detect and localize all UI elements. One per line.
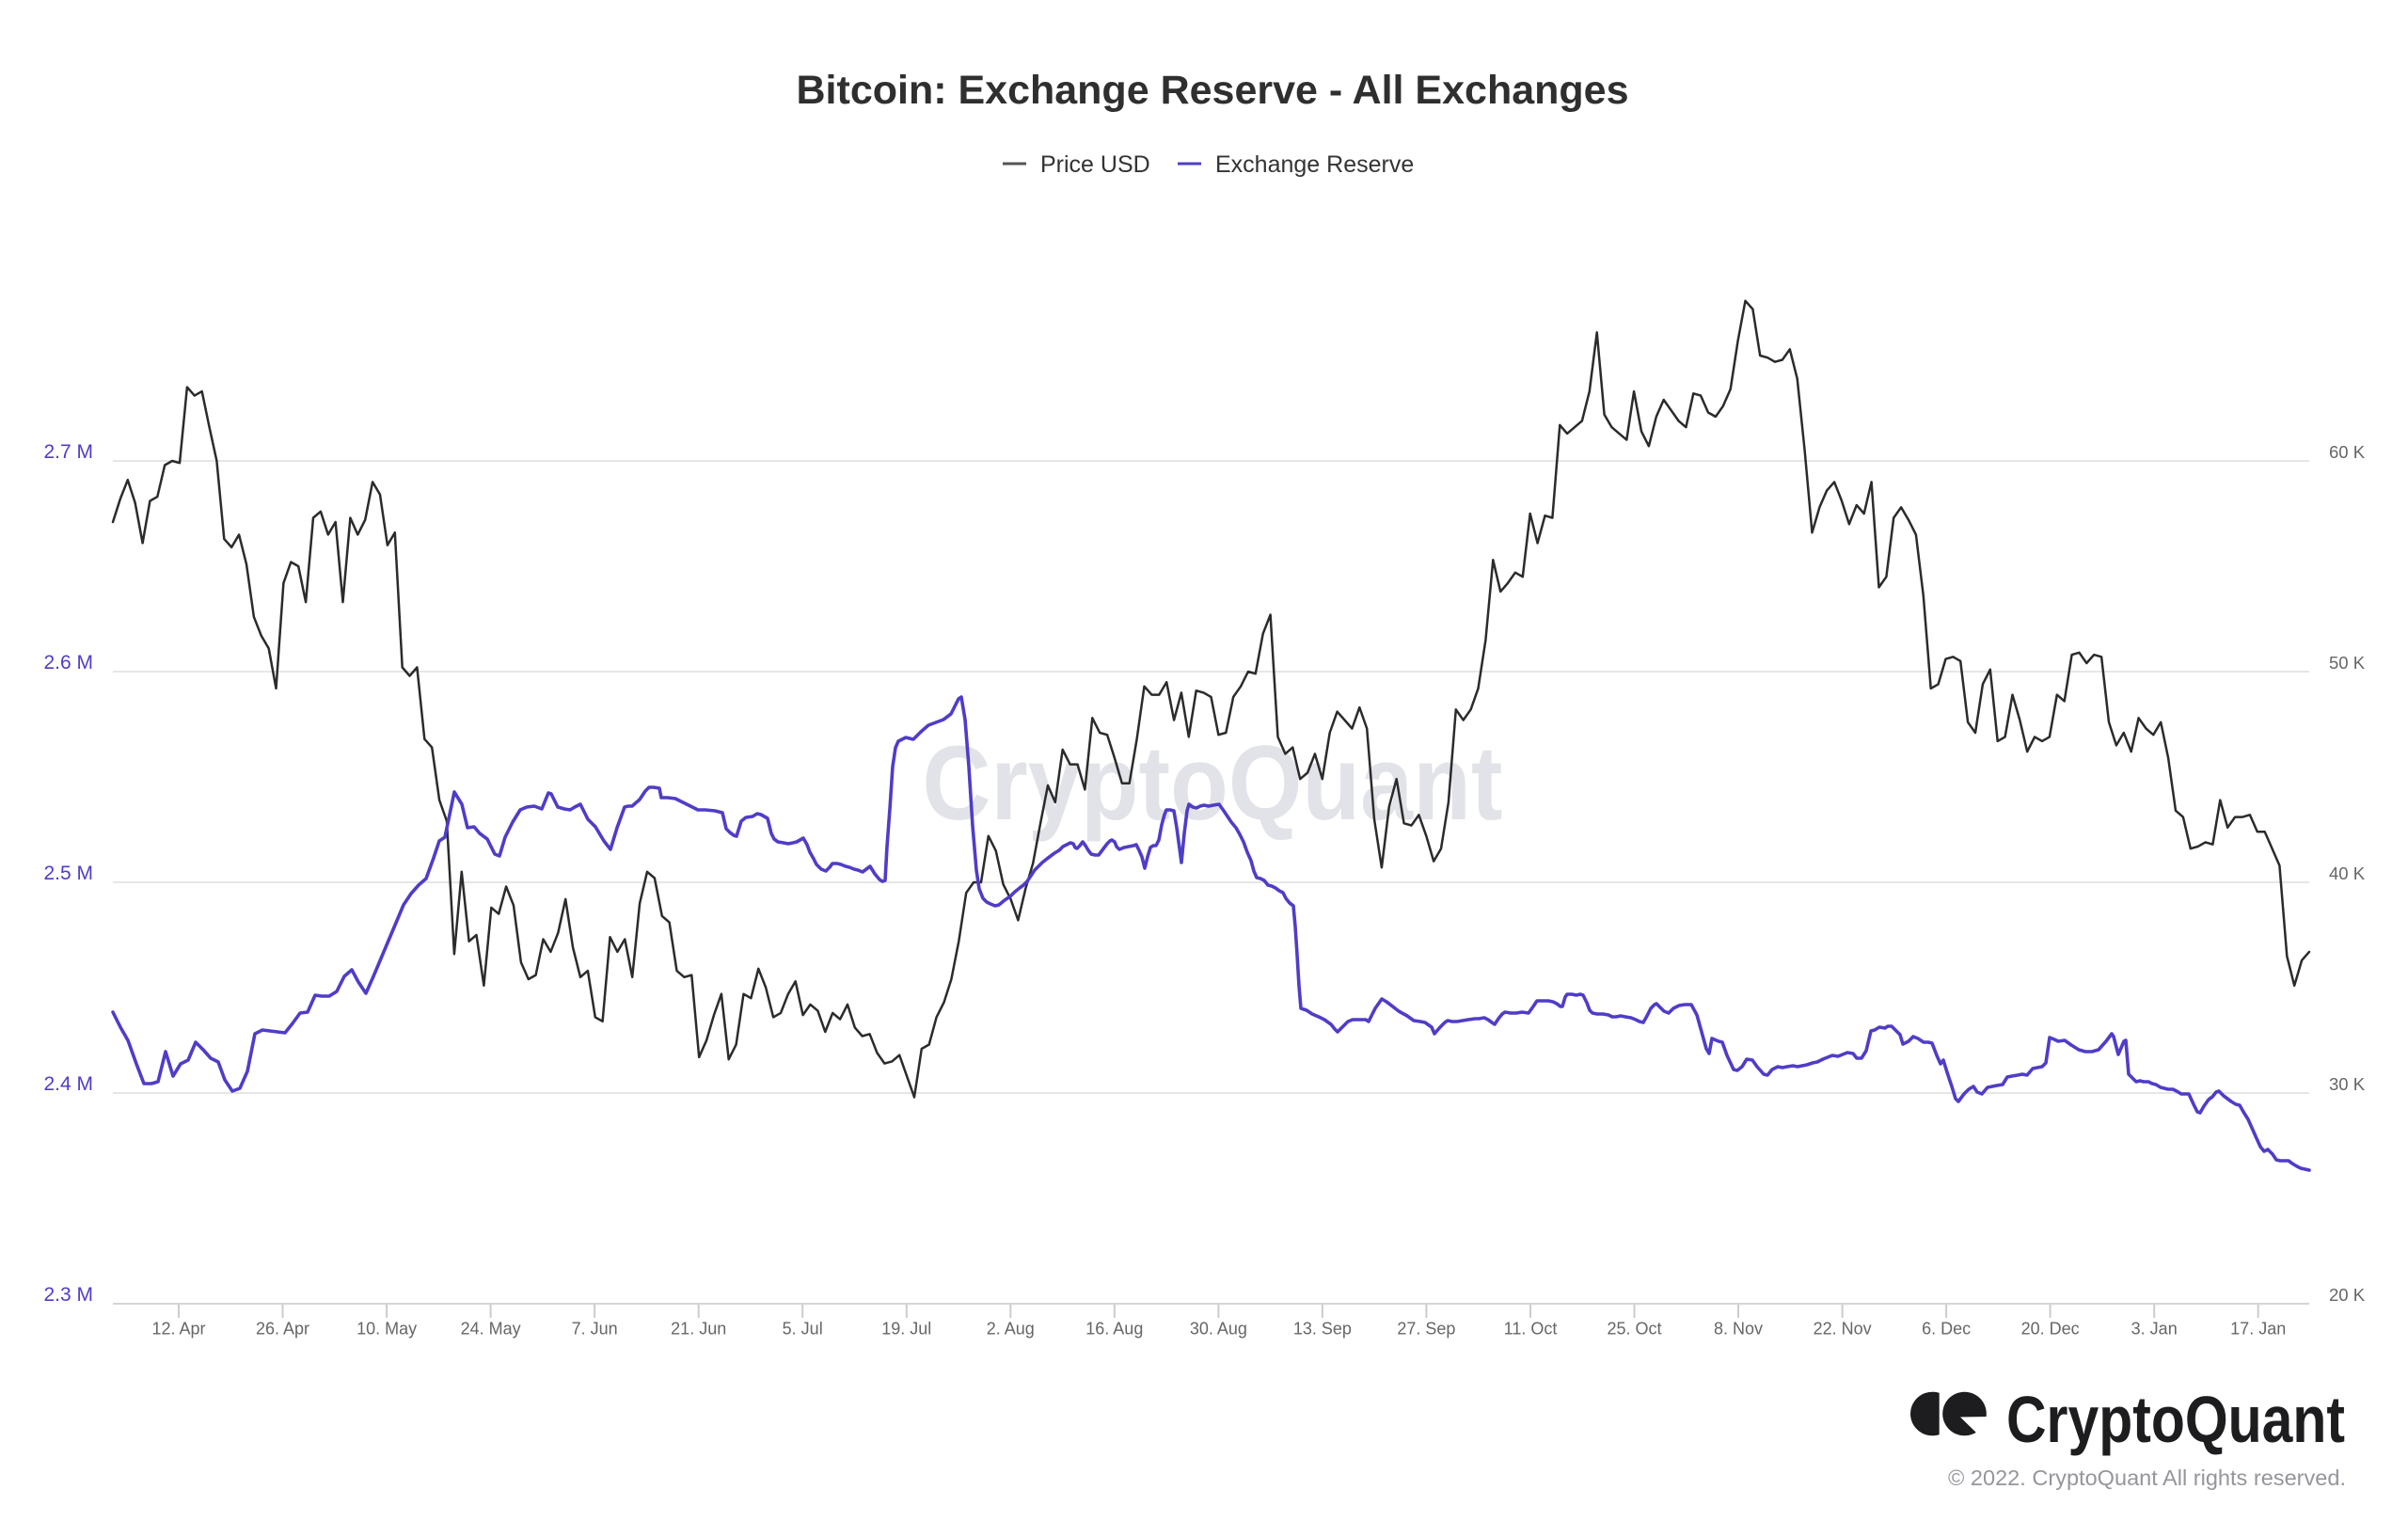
svg-text:2. Aug: 2. Aug (987, 1320, 1035, 1339)
svg-text:27. Sep: 27. Sep (1397, 1320, 1455, 1339)
svg-text:12. Apr: 12. Apr (151, 1320, 205, 1339)
svg-text:8. Nov: 8. Nov (1714, 1320, 1763, 1339)
svg-text:40 K: 40 K (2329, 863, 2366, 883)
svg-text:Bitcoin: Exchange Reserve - Al: Bitcoin: Exchange Reserve - All Exchange… (797, 68, 1629, 113)
svg-text:25. Oct: 25. Oct (1607, 1320, 1661, 1339)
svg-text:20. Dec: 20. Dec (2021, 1320, 2080, 1339)
svg-text:21. Jun: 21. Jun (671, 1320, 726, 1339)
svg-text:5. Jul: 5. Jul (783, 1320, 823, 1339)
svg-text:7. Jun: 7. Jun (572, 1320, 618, 1339)
svg-text:30 K: 30 K (2329, 1074, 2366, 1094)
svg-text:60 K: 60 K (2329, 442, 2366, 462)
svg-text:6. Dec: 6. Dec (1922, 1320, 1971, 1339)
svg-text:2.4 M: 2.4 M (43, 1073, 93, 1095)
svg-text:3. Jan: 3. Jan (2131, 1320, 2178, 1339)
svg-text:CryptoQuant: CryptoQuant (2006, 1383, 2345, 1456)
svg-text:CryptoQuant: CryptoQuant (923, 724, 1503, 842)
svg-text:50 K: 50 K (2329, 653, 2366, 673)
svg-text:© 2022. CryptoQuant All rights: © 2022. CryptoQuant All rights reserved. (1948, 1466, 2346, 1490)
svg-text:22. Nov: 22. Nov (1814, 1320, 1872, 1339)
svg-text:2.5 M: 2.5 M (43, 863, 93, 884)
svg-text:Exchange Reserve: Exchange Reserve (1215, 151, 1414, 178)
svg-text:2.3 M: 2.3 M (43, 1284, 93, 1306)
svg-text:19. Jul: 19. Jul (881, 1320, 931, 1339)
svg-text:17. Jan: 17. Jan (2230, 1320, 2286, 1339)
svg-text:24. May: 24. May (461, 1320, 521, 1339)
svg-text:16. Aug: 16. Aug (1085, 1320, 1143, 1339)
svg-text:2.6 M: 2.6 M (43, 652, 93, 673)
svg-text:Price USD: Price USD (1040, 151, 1150, 178)
svg-text:10. May: 10. May (356, 1320, 417, 1339)
svg-text:26. Apr: 26. Apr (256, 1320, 309, 1339)
svg-text:2.7 M: 2.7 M (43, 441, 93, 463)
svg-text:11. Oct: 11. Oct (1504, 1320, 1558, 1339)
svg-text:13. Sep: 13. Sep (1293, 1320, 1352, 1339)
svg-text:20 K: 20 K (2329, 1285, 2366, 1305)
svg-text:30. Aug: 30. Aug (1190, 1320, 1247, 1339)
